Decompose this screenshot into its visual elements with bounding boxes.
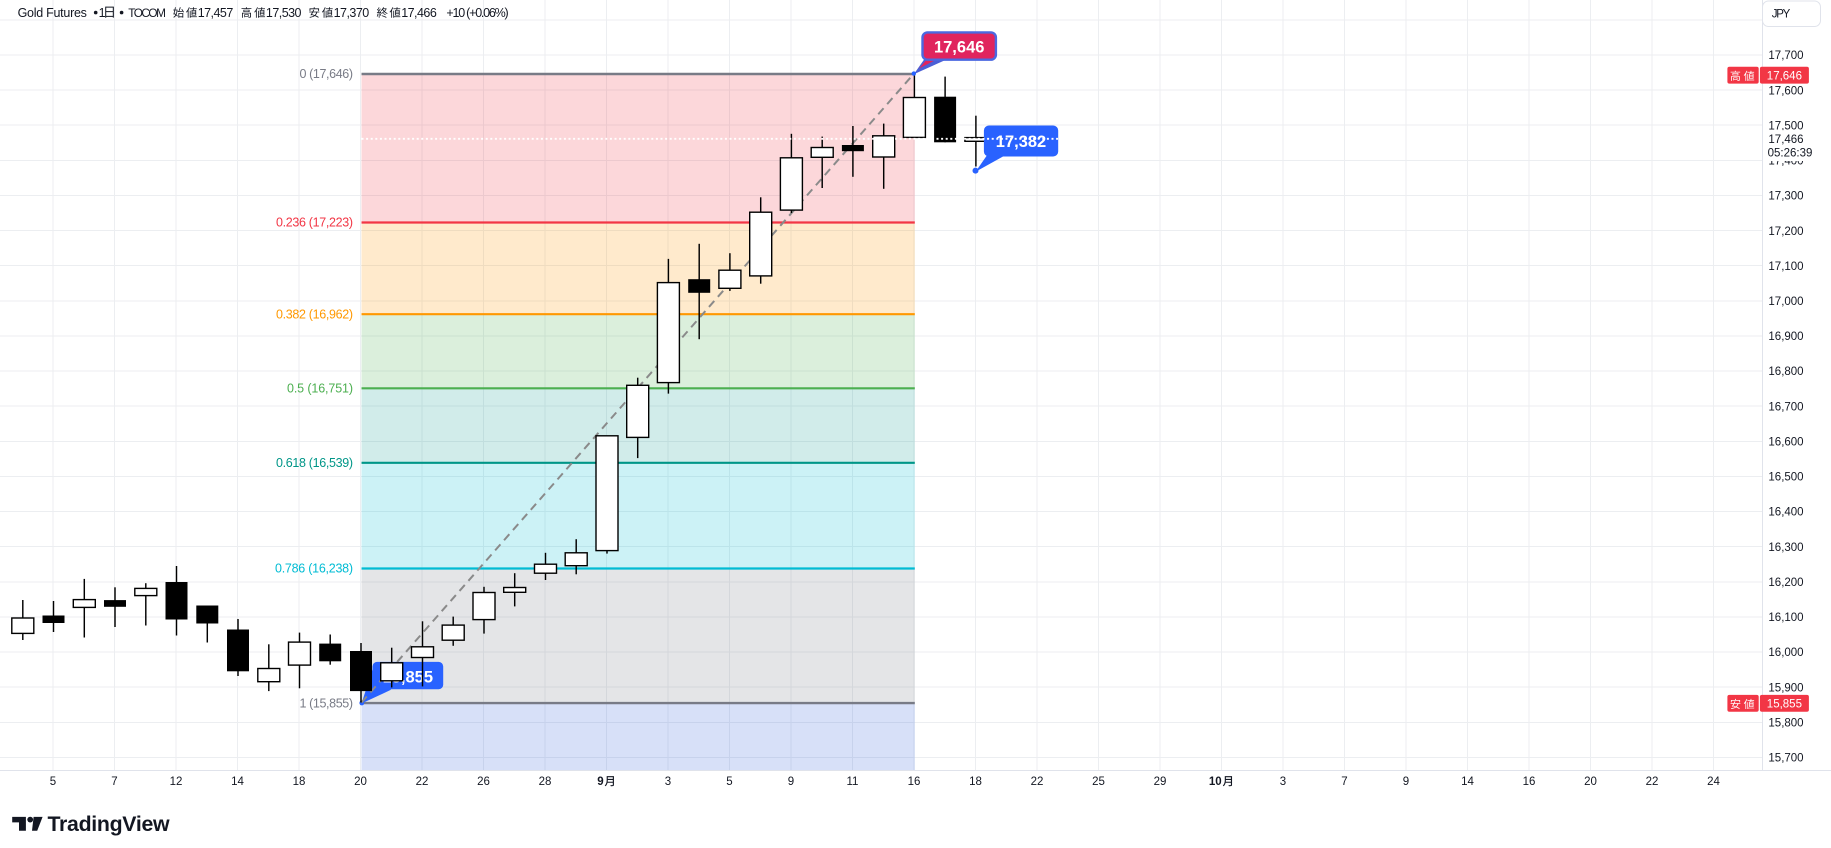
svg-text:17,457: 17,457 — [198, 6, 234, 20]
svg-text:22: 22 — [416, 776, 429, 788]
svg-text:17,382: 17,382 — [996, 133, 1046, 151]
svg-text:5: 5 — [726, 776, 732, 788]
svg-text:0.786 (16,238): 0.786 (16,238) — [275, 562, 353, 576]
svg-text:16,000: 16,000 — [1768, 647, 1803, 659]
svg-text:17,700: 17,700 — [1768, 50, 1803, 62]
svg-text:3: 3 — [1280, 776, 1286, 788]
svg-text:9: 9 — [597, 776, 603, 788]
svg-text:28: 28 — [539, 776, 552, 788]
svg-text:17,530: 17,530 — [266, 6, 302, 20]
svg-text:05:26:39: 05:26:39 — [1768, 147, 1813, 159]
svg-text:16,600: 16,600 — [1768, 437, 1803, 449]
svg-text:17,370: 17,370 — [334, 6, 370, 20]
svg-text:17,100: 17,100 — [1768, 261, 1803, 273]
svg-text:22: 22 — [1646, 776, 1659, 788]
svg-text:14: 14 — [1461, 776, 1474, 788]
svg-text:16,700: 16,700 — [1768, 401, 1803, 413]
svg-text:17,300: 17,300 — [1768, 191, 1803, 203]
svg-text:16,800: 16,800 — [1768, 366, 1803, 378]
svg-text:16: 16 — [1523, 776, 1536, 788]
svg-text:0.618 (16,539): 0.618 (16,539) — [276, 456, 353, 470]
svg-text:0 (17,646): 0 (17,646) — [300, 67, 354, 81]
svg-text:JPY: JPY — [1772, 9, 1791, 21]
svg-text:20: 20 — [1584, 776, 1597, 788]
svg-text:16,400: 16,400 — [1768, 507, 1803, 519]
svg-text:22: 22 — [1031, 776, 1044, 788]
svg-text:3: 3 — [665, 776, 671, 788]
svg-text:24: 24 — [1707, 776, 1720, 788]
svg-text:0.382 (16,962): 0.382 (16,962) — [276, 307, 353, 321]
svg-text:26: 26 — [477, 776, 490, 788]
svg-text:17,600: 17,600 — [1768, 85, 1803, 97]
svg-text:+10 (+0.06%): +10 (+0.06%) — [446, 6, 508, 20]
svg-text:17,646: 17,646 — [1767, 70, 1802, 82]
svg-text:16,900: 16,900 — [1768, 331, 1803, 343]
svg-text:16,300: 16,300 — [1768, 542, 1803, 554]
svg-text:1: 1 — [99, 6, 106, 20]
svg-text:9: 9 — [1403, 776, 1409, 788]
svg-text:25: 25 — [1092, 776, 1105, 788]
svg-text:TradingView: TradingView — [48, 812, 170, 836]
svg-text:TOCOM: TOCOM — [128, 6, 166, 20]
svg-text:0.5 (16,751): 0.5 (16,751) — [287, 382, 353, 396]
svg-text:Gold Futures: Gold Futures — [18, 6, 87, 20]
svg-text:14: 14 — [231, 776, 244, 788]
svg-text:15,855: 15,855 — [1767, 699, 1802, 711]
svg-text:17,466: 17,466 — [1768, 134, 1803, 146]
svg-text:11: 11 — [847, 776, 859, 788]
svg-text:18: 18 — [969, 776, 982, 788]
svg-text:16,200: 16,200 — [1768, 577, 1803, 589]
svg-text:29: 29 — [1154, 776, 1167, 788]
svg-text:1 (15,855): 1 (15,855) — [300, 696, 354, 710]
svg-text:17,500: 17,500 — [1768, 120, 1803, 132]
svg-text:7: 7 — [1341, 776, 1347, 788]
svg-text:16,500: 16,500 — [1768, 472, 1803, 484]
svg-text:5: 5 — [50, 776, 56, 788]
svg-text:17,000: 17,000 — [1768, 296, 1803, 308]
svg-text:9: 9 — [788, 776, 794, 788]
svg-text:7: 7 — [111, 776, 117, 788]
svg-text:16: 16 — [908, 776, 921, 788]
svg-text:17,646: 17,646 — [934, 39, 984, 57]
svg-text:15,800: 15,800 — [1768, 718, 1803, 730]
svg-text:12: 12 — [170, 776, 183, 788]
svg-text:10: 10 — [1209, 776, 1222, 788]
svg-text:15,900: 15,900 — [1768, 682, 1803, 694]
svg-text:15,700: 15,700 — [1768, 753, 1803, 765]
svg-text:17,466: 17,466 — [401, 6, 437, 20]
svg-text:17,200: 17,200 — [1768, 226, 1803, 238]
svg-text:16,100: 16,100 — [1768, 612, 1803, 624]
svg-text:18: 18 — [293, 776, 306, 788]
svg-text:0.236 (17,223): 0.236 (17,223) — [276, 216, 353, 230]
svg-text:20: 20 — [354, 776, 367, 788]
